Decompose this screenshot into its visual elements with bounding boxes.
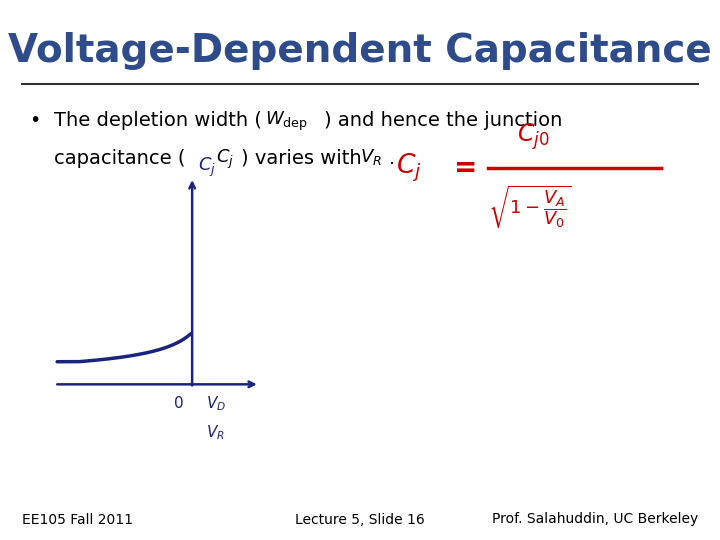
Text: The depletion width (: The depletion width ( xyxy=(54,111,262,130)
Text: Prof. Salahuddin, UC Berkeley: Prof. Salahuddin, UC Berkeley xyxy=(492,512,698,526)
Text: $C_j$: $C_j$ xyxy=(396,152,421,184)
Text: EE105 Fall 2011: EE105 Fall 2011 xyxy=(22,512,132,526)
Text: ) varies with: ) varies with xyxy=(241,148,362,167)
Text: $C_j$: $C_j$ xyxy=(197,156,215,179)
Text: ) and hence the junction: ) and hence the junction xyxy=(324,111,562,130)
Text: Lecture 5, Slide 16: Lecture 5, Slide 16 xyxy=(295,512,425,526)
Text: .: . xyxy=(389,148,395,167)
Text: $V_D$: $V_D$ xyxy=(206,394,226,413)
Text: $W_\mathrm{dep}$: $W_\mathrm{dep}$ xyxy=(265,110,308,133)
Text: $\sqrt{1-\dfrac{V_A}{V_0}}$: $\sqrt{1-\dfrac{V_A}{V_0}}$ xyxy=(488,183,572,230)
Text: $V_R$: $V_R$ xyxy=(206,424,225,442)
Text: $V_R$: $V_R$ xyxy=(360,147,382,167)
Text: $C_{j0}$: $C_{j0}$ xyxy=(517,122,549,152)
Text: $C_j$: $C_j$ xyxy=(216,147,234,171)
Text: capacitance (: capacitance ( xyxy=(54,148,185,167)
Text: Voltage-Dependent Capacitance: Voltage-Dependent Capacitance xyxy=(8,32,712,70)
Text: 0: 0 xyxy=(174,396,184,411)
Text: =: = xyxy=(454,154,477,182)
Text: •: • xyxy=(29,111,40,130)
